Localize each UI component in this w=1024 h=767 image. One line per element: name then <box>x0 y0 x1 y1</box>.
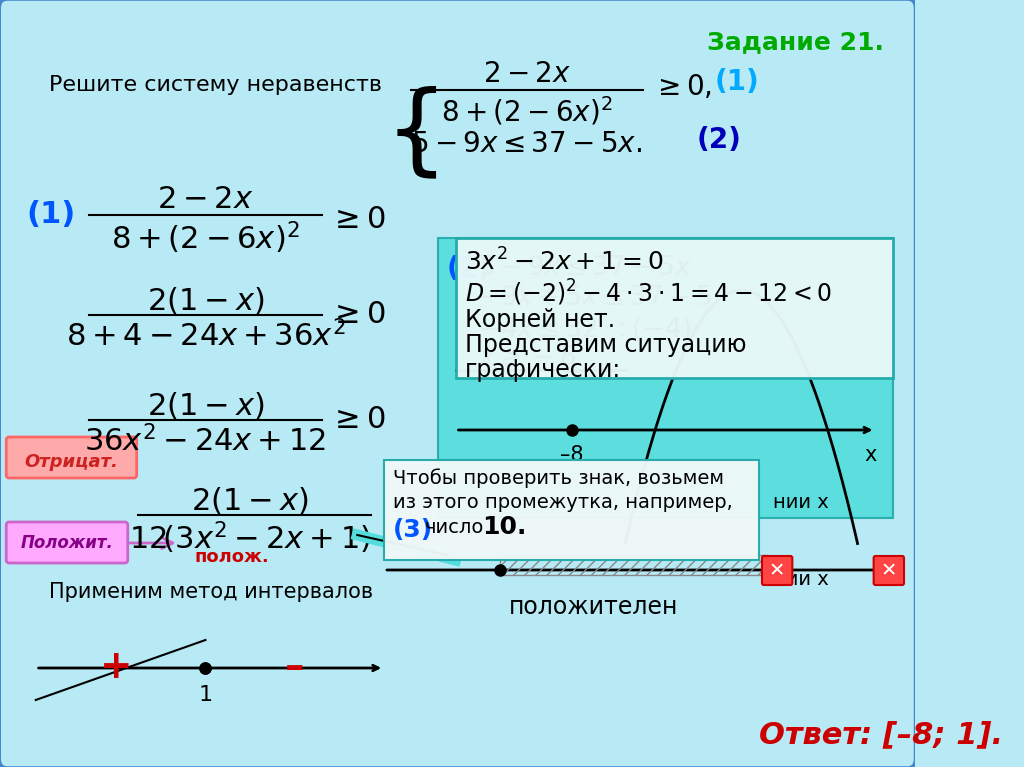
Text: 10.: 10. <box>482 515 526 539</box>
Text: (3): (3) <box>393 518 433 542</box>
FancyBboxPatch shape <box>6 522 128 563</box>
Text: число: число <box>424 518 483 537</box>
Text: (2): (2) <box>696 126 741 154</box>
FancyBboxPatch shape <box>6 437 136 478</box>
Text: положителен: положителен <box>509 595 679 619</box>
Text: из этого промежутка, например,: из этого промежутка, например, <box>393 493 733 512</box>
Text: 1: 1 <box>199 685 213 705</box>
Text: нии х: нии х <box>773 570 828 589</box>
FancyBboxPatch shape <box>0 0 916 767</box>
Text: $5 - 9x \leq 37 - 5x$: $5 - 9x \leq 37 - 5x$ <box>478 255 692 281</box>
Text: $2(1 - x)$: $2(1 - x)$ <box>146 285 264 316</box>
Text: $8 + 4 - 24x + 36x^2$: $8 + 4 - 24x + 36x^2$ <box>66 320 345 353</box>
Text: Отрицат.: Отрицат. <box>25 453 119 471</box>
FancyBboxPatch shape <box>437 238 893 518</box>
Text: нии х: нии х <box>773 493 828 512</box>
Text: Задание 21.: Задание 21. <box>708 30 885 54</box>
Text: x: x <box>864 445 878 465</box>
Text: (2): (2) <box>446 255 492 283</box>
Text: Применим метод интервалов: Применим метод интервалов <box>49 582 374 602</box>
Text: графически:: графически: <box>465 358 621 382</box>
Text: $\geq 0$: $\geq 0$ <box>329 205 386 234</box>
Text: $-4x \leq 32\;\;:(-4)$: $-4x \leq 32\;\;:(-4)$ <box>478 315 691 343</box>
Text: Ответ: [–8; 1].: Ответ: [–8; 1]. <box>759 720 1004 749</box>
Text: $D = (-2)^2 - 4 \cdot 3 \cdot 1 = 4 - 12 < 0$: $D = (-2)^2 - 4 \cdot 3 \cdot 1 = 4 - 12… <box>465 278 831 308</box>
Text: –8: –8 <box>560 445 584 465</box>
Text: Представим ситуацию: Представим ситуацию <box>465 333 746 357</box>
Text: полож.: полож. <box>195 548 269 566</box>
FancyBboxPatch shape <box>873 556 904 585</box>
Text: $36x^2 - 24x + 12$: $36x^2 - 24x + 12$ <box>84 425 327 457</box>
Text: $2(1 - x)$: $2(1 - x)$ <box>191 485 309 516</box>
Text: Корней нет.: Корней нет. <box>465 308 614 332</box>
Text: (1): (1) <box>27 200 76 229</box>
Text: $5 - 9x \leq 37 - 5x.$: $5 - 9x \leq 37 - 5x.$ <box>411 130 642 158</box>
Bar <box>501 555 768 575</box>
Text: (1): (1) <box>715 68 760 96</box>
Text: $8 + (2 - 6x)^2$: $8 + (2 - 6x)^2$ <box>441 95 613 128</box>
Text: Положит.: Положит. <box>20 534 114 552</box>
Text: $2(1 - x)$: $2(1 - x)$ <box>146 390 264 421</box>
Text: ✕: ✕ <box>881 561 897 581</box>
Text: $12\!\left(3x^2 - 2x + 1\right)$: $12\!\left(3x^2 - 2x + 1\right)$ <box>129 520 371 557</box>
Text: Чтобы проверить знак, возьмем: Чтобы проверить знак, возьмем <box>393 468 724 488</box>
Text: $2 - 2x$: $2 - 2x$ <box>157 185 254 214</box>
Text: $\geq 0,$: $\geq 0,$ <box>652 73 712 101</box>
Text: $\geq 0$: $\geq 0$ <box>329 300 386 329</box>
FancyArrowPatch shape <box>128 538 173 548</box>
Text: +: + <box>99 648 132 686</box>
Text: $-9x + 5x \leq 37 - 5$: $-9x + 5x \leq 37 - 5$ <box>478 285 712 311</box>
FancyBboxPatch shape <box>384 460 759 560</box>
Text: {: { <box>384 85 447 182</box>
FancyBboxPatch shape <box>762 556 793 585</box>
Text: –: – <box>285 648 304 686</box>
FancyBboxPatch shape <box>456 238 893 378</box>
Text: $\geq 0$: $\geq 0$ <box>329 405 386 434</box>
Text: Решите систему неравенств: Решите систему неравенств <box>49 75 382 95</box>
Text: ✕: ✕ <box>769 561 785 581</box>
Text: $8 + (2 - 6x)^2$: $8 + (2 - 6x)^2$ <box>111 220 300 256</box>
Text: $2 - 2x$: $2 - 2x$ <box>483 60 571 88</box>
FancyArrowPatch shape <box>30 454 128 466</box>
Text: $3x^2 - 2x + 1 = 0$: $3x^2 - 2x + 1 = 0$ <box>465 248 664 275</box>
Text: $x \geq -8$: $x \geq -8$ <box>478 345 575 371</box>
